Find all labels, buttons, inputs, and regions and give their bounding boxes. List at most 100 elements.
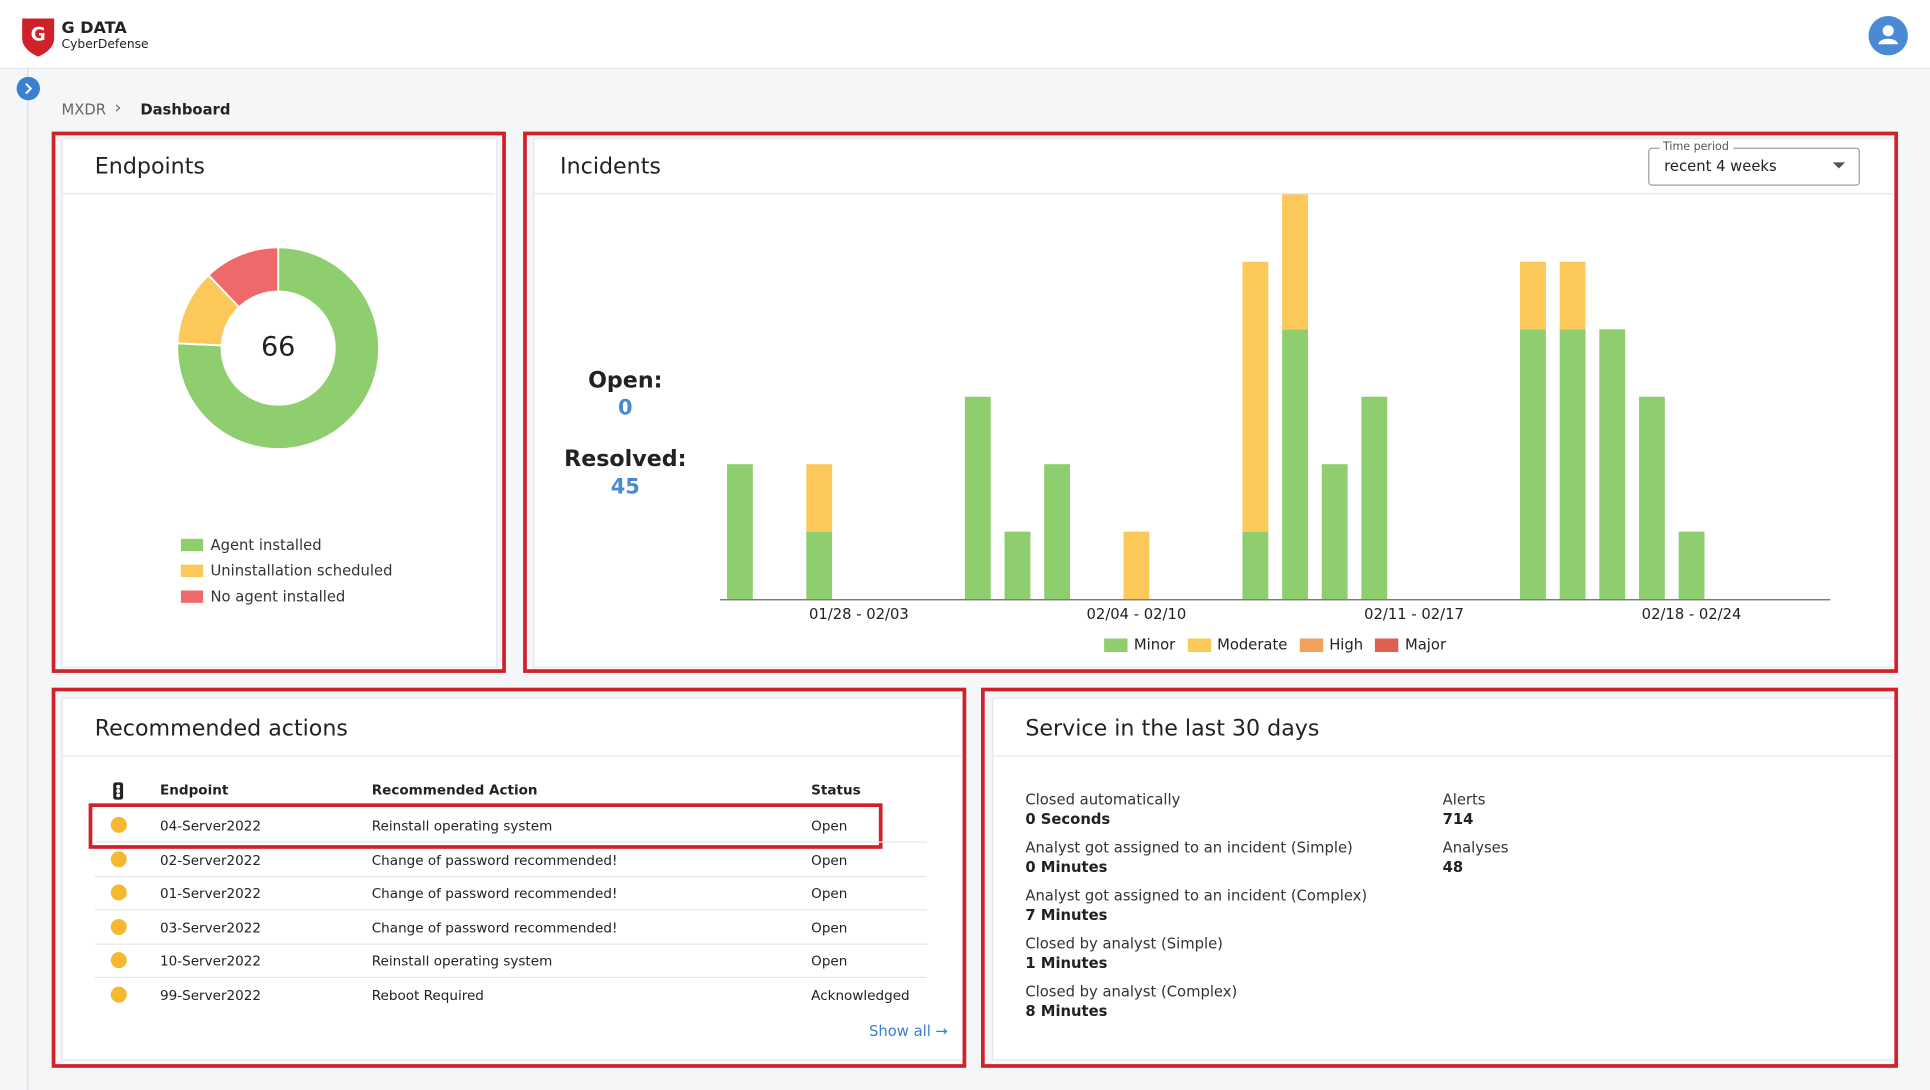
cell: 01-Server2022: [160, 885, 262, 902]
highlight-box: [51, 687, 967, 1068]
card-title: Endpoints: [94, 153, 205, 180]
column-header: Recommended Action: [371, 782, 538, 799]
legend: Minor Moderate High Major: [720, 636, 1830, 653]
cell: 99-Server2022: [160, 987, 262, 1004]
link-text: Show all: [869, 1022, 931, 1040]
legend-label: Moderate: [1217, 636, 1288, 654]
legend-swatch: [1375, 637, 1399, 652]
bar-segment: [1559, 261, 1586, 330]
bar-segment: [1321, 464, 1348, 600]
cell: 02-Server2022: [160, 852, 262, 869]
service-value: 0 Minutes: [1025, 858, 1108, 876]
service-label: Closed automatically: [1025, 791, 1181, 809]
breadcrumb-sep: ›: [114, 98, 122, 119]
bar-segment: [1282, 194, 1308, 330]
divider: [61, 193, 495, 195]
bar-segment: [806, 464, 833, 532]
breadcrumb-current: Dashboard: [140, 100, 231, 119]
legend-item: No agent installed: [180, 588, 346, 606]
legend-label: High: [1329, 636, 1364, 654]
legend-label: Agent installed: [210, 536, 322, 554]
cell: Reinstall operating system: [371, 818, 553, 835]
open-label: Open:: [588, 367, 663, 394]
service-label: Analyst got assigned to an incident (Sim…: [1025, 838, 1353, 857]
card-title: Incidents: [560, 153, 661, 180]
bar-segment: [1678, 531, 1705, 600]
donut-segment: [176, 246, 381, 450]
status-dot: [110, 850, 127, 867]
divider: [61, 755, 962, 757]
service-card: [992, 697, 1896, 1061]
service-label: Analyses: [1442, 838, 1509, 857]
user-avatar[interactable]: [1867, 15, 1909, 57]
show-all-link[interactable]: Show all →: [869, 1022, 948, 1040]
cell: 03-Server2022: [160, 919, 262, 936]
x-tick-label: 01/28 - 02/03: [809, 606, 909, 623]
legend-label: Uninstallation scheduled: [210, 562, 393, 580]
cell: Open: [811, 953, 848, 970]
recommended-card: [61, 697, 964, 1061]
status-dot: [110, 816, 127, 833]
bar-segment: [1520, 329, 1546, 600]
status-dot: [110, 918, 127, 935]
row-divider: [94, 875, 927, 877]
status-dot: [110, 952, 127, 969]
card-title: Recommended actions: [94, 715, 348, 742]
legend-swatch: [180, 538, 204, 552]
service-value: 1 Minutes: [1025, 954, 1108, 972]
service-label: Closed by analyst (Simple): [1025, 934, 1223, 953]
service-value: 8 Minutes: [1025, 1002, 1108, 1020]
bar-segment: [1638, 396, 1665, 600]
service-value: 48: [1442, 858, 1464, 876]
bar-segment: [1599, 329, 1626, 600]
legend-item: Moderate: [1187, 636, 1288, 654]
service-value: 7 Minutes: [1025, 906, 1108, 924]
cell: Open: [811, 885, 848, 902]
donut-segment: [207, 246, 280, 309]
breadcrumb-item[interactable]: MXDR: [61, 100, 107, 119]
status-dot: [110, 986, 127, 1003]
cell: Change of password recommended!: [371, 885, 618, 902]
cell: Open: [811, 818, 848, 835]
select-value: recent 4 weeks: [1664, 157, 1777, 175]
time-period-select[interactable]: [1648, 147, 1860, 186]
legend-label: No agent installed: [210, 588, 346, 606]
endpoints-card: [61, 137, 498, 668]
divider: [532, 193, 1894, 195]
resolved-value: 45: [610, 474, 640, 500]
cell: Reboot Required: [371, 987, 484, 1004]
cell: 04-Server2022: [160, 818, 262, 835]
bar-segment: [1282, 329, 1308, 600]
cell: Acknowledged: [811, 987, 910, 1004]
cell: Reinstall operating system: [371, 953, 553, 970]
logo-icon: G: [22, 18, 55, 57]
service-label: Analyst got assigned to an incident (Com…: [1025, 886, 1368, 905]
sidebar-toggle[interactable]: [16, 76, 41, 101]
row-divider: [94, 943, 927, 945]
incidents-card: [532, 137, 1896, 668]
bar-segment: [1520, 261, 1546, 330]
legend-label: Major: [1405, 636, 1447, 654]
legend-item: Major: [1375, 636, 1446, 653]
service-label: Alerts: [1442, 791, 1486, 809]
x-tick-label: 02/04 - 02/10: [1087, 606, 1187, 623]
donut-total: 66: [261, 332, 295, 363]
service-value: 0 Seconds: [1025, 810, 1111, 828]
select-label: Time period: [1659, 141, 1733, 154]
highlight-box: [981, 687, 1899, 1068]
highlight-box: [88, 803, 883, 849]
legend-item: High: [1299, 636, 1364, 654]
bar-segment: [1004, 531, 1031, 600]
status-dot: [110, 884, 127, 901]
bar-segment: [1123, 531, 1150, 600]
select-caret: [1832, 162, 1846, 169]
bar-segment: [1242, 261, 1269, 532]
cell: 10-Server2022: [160, 953, 262, 970]
legend-swatch: [180, 590, 204, 603]
cell: Open: [811, 919, 848, 936]
svg-text:G: G: [31, 25, 46, 46]
resolved-label: Resolved:: [564, 446, 687, 473]
service-value: 714: [1442, 810, 1474, 828]
column-header: Status: [811, 782, 861, 799]
